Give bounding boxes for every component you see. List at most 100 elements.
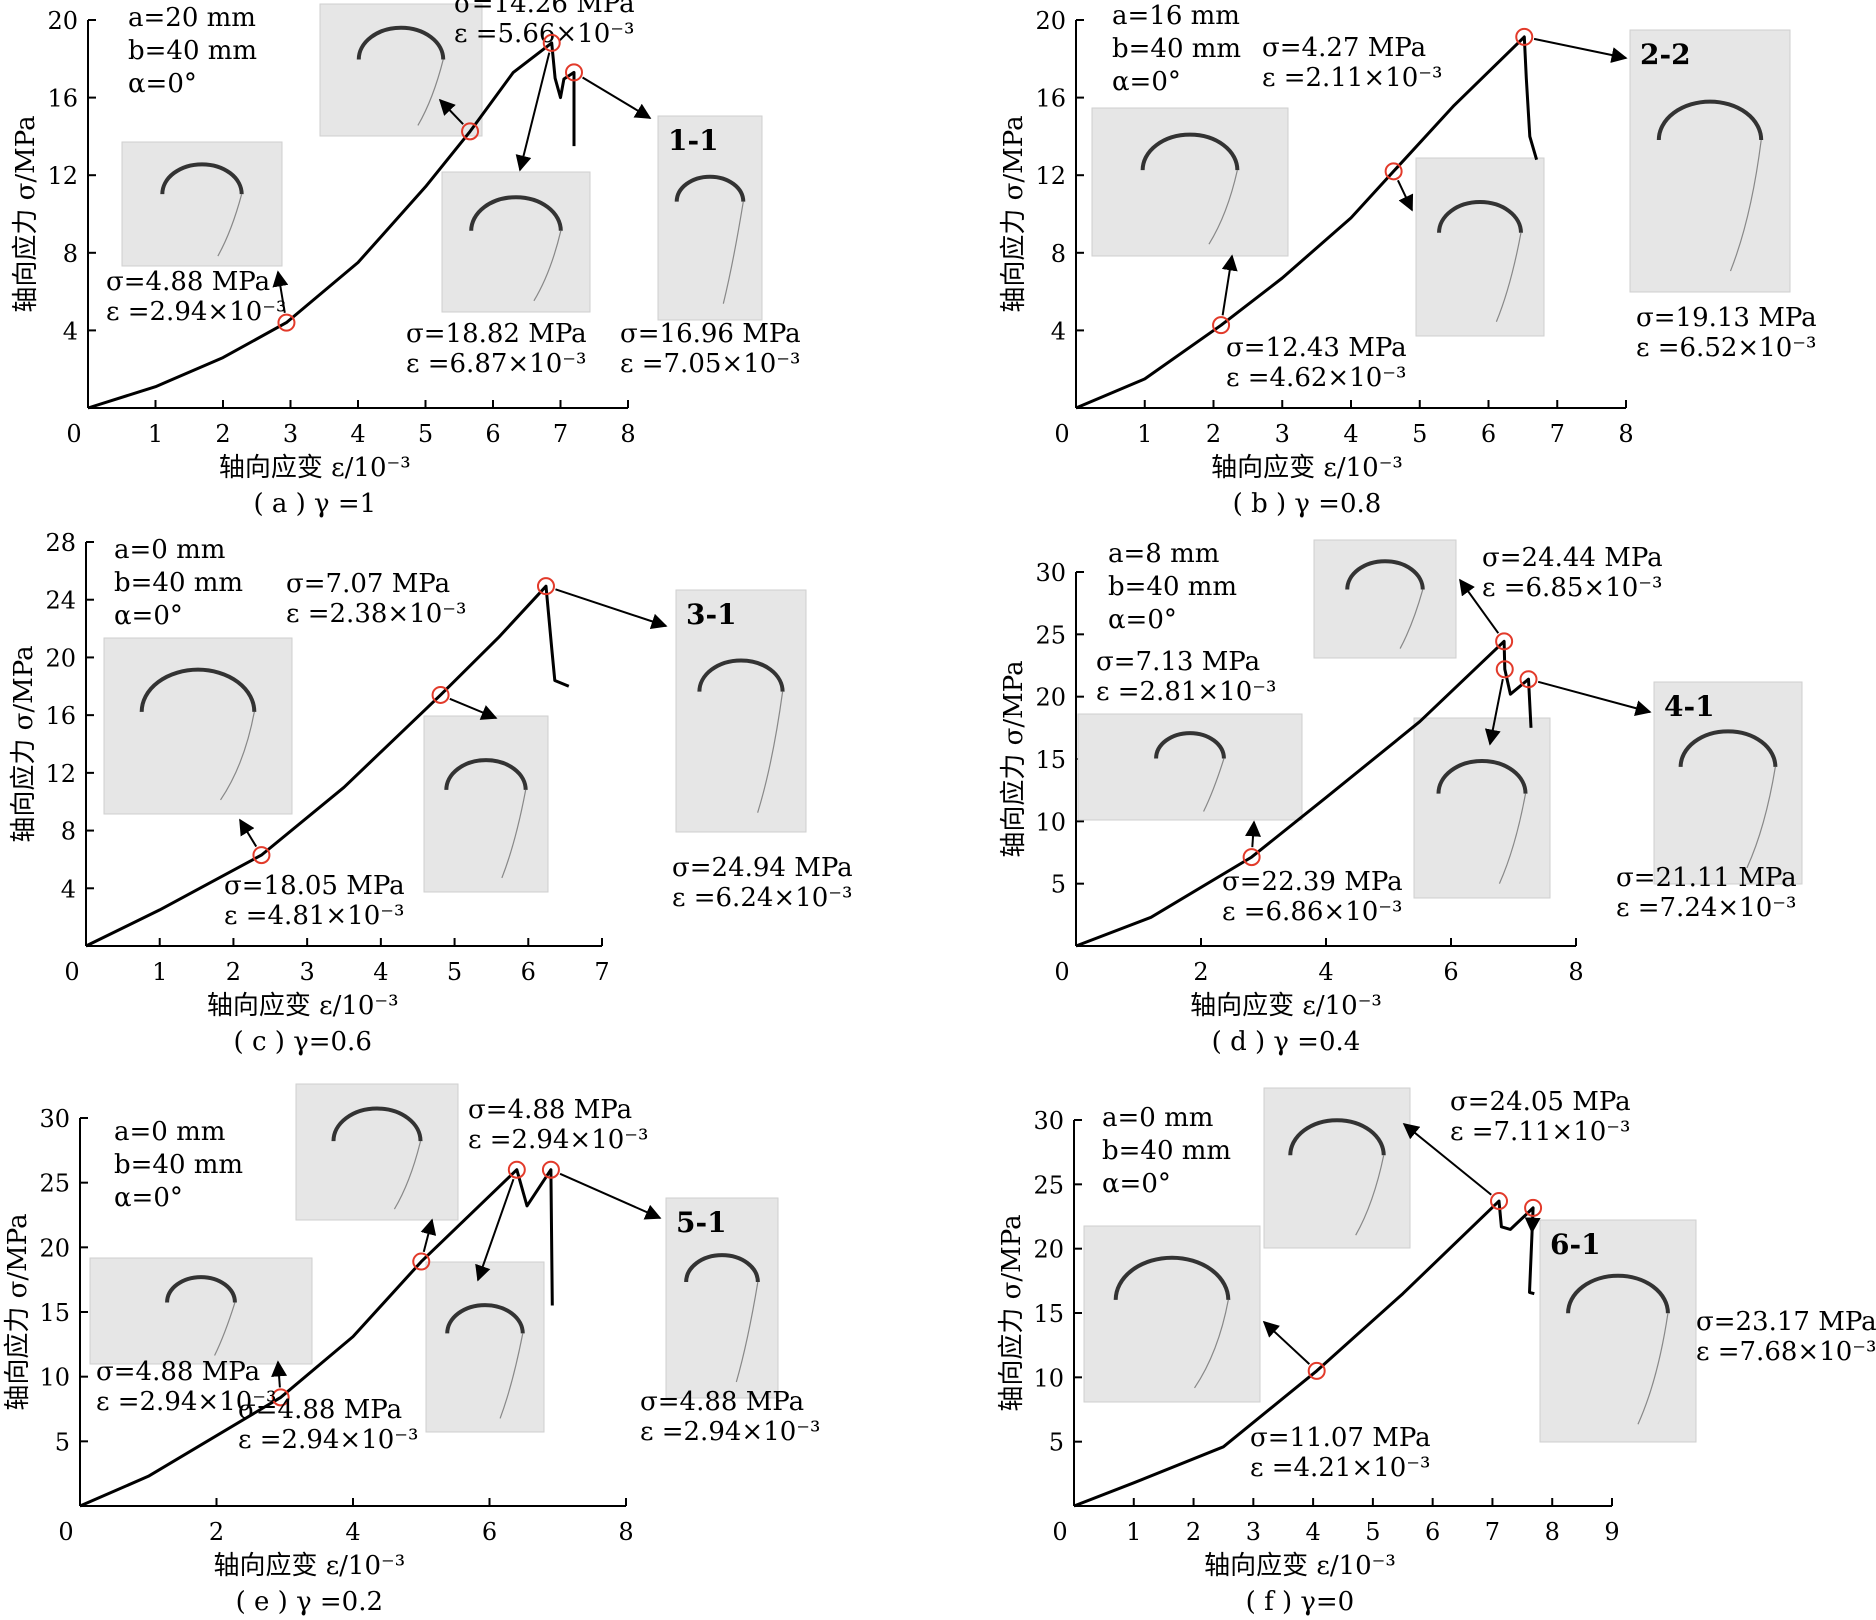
- strain-value-label: ε =6.24×10⁻³: [672, 883, 852, 913]
- specimen-photo: 3-1: [675, 589, 807, 833]
- x-tick-label: 4: [1318, 958, 1333, 986]
- x-tick-label: 7: [553, 420, 568, 448]
- y-tick-label: 4: [63, 317, 78, 345]
- flaw-arc-shape: [160, 162, 244, 195]
- specimen-parameter: α=0°: [114, 1183, 183, 1213]
- specimen-id-label: 3-1: [686, 598, 737, 631]
- crack-line: [757, 691, 784, 813]
- stress-value-label: σ=22.39 MPa: [1222, 867, 1403, 897]
- callout-arrow: [1459, 578, 1500, 634]
- strain-value-label: ε =2.94×10⁻³: [106, 297, 286, 327]
- x-tick-label: 0: [1054, 420, 1069, 448]
- photo-background: [1413, 717, 1551, 899]
- x-tick-label: 6: [482, 1518, 497, 1546]
- stress-value-label: σ=4.88 MPa: [106, 267, 270, 297]
- key-point-marker: [1495, 632, 1514, 651]
- y-tick-label: 4: [1051, 317, 1066, 345]
- callout-arrow: [449, 697, 498, 720]
- y-tick-label: 20: [47, 7, 78, 35]
- photo-background: [665, 1197, 779, 1399]
- x-tick-label: 6: [485, 420, 500, 448]
- strain-value-label: ε =2.94×10⁻³: [640, 1417, 820, 1447]
- callout-arrow: [1484, 678, 1504, 746]
- specimen-photo: [103, 637, 293, 815]
- y-tick-label: 28: [45, 529, 76, 557]
- crack-line: [1746, 766, 1776, 869]
- crack-line: [1495, 232, 1522, 322]
- x-tick-label: 4: [1305, 1518, 1320, 1546]
- photo-background: [425, 1261, 545, 1433]
- y-axis-title: 轴向应力 σ/MPa: [3, 1213, 33, 1410]
- x-tick-label: 7: [1485, 1518, 1500, 1546]
- y-tick-label: 20: [39, 1234, 70, 1262]
- specimen-photo: [1263, 1087, 1411, 1249]
- photo-background: [1629, 29, 1791, 293]
- x-tick-label: 8: [1568, 958, 1583, 986]
- specimen-photo: [1313, 539, 1457, 659]
- callout-arrow: [559, 1172, 662, 1220]
- specimen-parameter: a=8 mm: [1108, 539, 1219, 569]
- specimen-parameter: b=40 mm: [128, 36, 257, 66]
- specimen-photo: 4-1: [1653, 681, 1803, 885]
- photo-background: [1539, 1219, 1697, 1443]
- specimen-parameter: a=0 mm: [114, 535, 225, 565]
- x-tick-label: 1: [1126, 1518, 1141, 1546]
- y-tick-label: 8: [61, 818, 76, 846]
- specimen-parameter: b=40 mm: [114, 1150, 243, 1180]
- y-tick-label: 30: [1035, 559, 1066, 587]
- flaw-arc-shape: [1113, 1255, 1231, 1300]
- y-tick-label: 20: [1033, 1236, 1064, 1264]
- x-tick-label: 2: [1193, 958, 1208, 986]
- callout-arrow: [420, 1218, 437, 1253]
- callout-arrow: [1524, 1217, 1541, 1234]
- y-axis-title: 轴向应力 σ/MPa: [11, 115, 41, 312]
- flaw-arc-shape: [1437, 200, 1523, 233]
- specimen-photo: [425, 1261, 545, 1433]
- panel-caption: ( f ) γ=0: [1246, 1587, 1355, 1617]
- y-tick-label: 20: [1035, 7, 1066, 35]
- crack-line: [217, 193, 243, 257]
- specimen-photo: [121, 141, 283, 267]
- y-tick-label: 10: [1033, 1364, 1064, 1392]
- strain-value-label: ε =7.05×10⁻³: [620, 349, 800, 379]
- stress-strain-curve: [87, 41, 576, 410]
- callout-arrow: [582, 76, 652, 119]
- stress-value-label: σ=4.88 MPa: [640, 1387, 804, 1417]
- photo-background: [1313, 539, 1457, 659]
- key-point-marker: [1524, 1198, 1543, 1217]
- x-tick-label: 2: [209, 1518, 224, 1546]
- specimen-id-label: 1-1: [668, 124, 719, 157]
- crack-line: [214, 1302, 236, 1356]
- callout-arrow: [475, 1178, 515, 1282]
- x-tick-label: 6: [521, 958, 536, 986]
- specimen-parameter: α=0°: [128, 69, 197, 99]
- specimen-parameter: a=0 mm: [1102, 1103, 1213, 1133]
- strain-value-label: ε =2.38×10⁻³: [286, 599, 466, 629]
- strain-value-label: ε =6.52×10⁻³: [1636, 333, 1816, 363]
- stress-value-label: σ=7.07 MPa: [286, 569, 450, 599]
- callout-arrow: [1397, 179, 1414, 212]
- specimen-parameter: α=0°: [1112, 67, 1181, 97]
- crack-line: [1498, 793, 1527, 884]
- crack-line: [1203, 758, 1225, 812]
- strain-value-label: ε =6.87×10⁻³: [406, 349, 586, 379]
- y-tick-label: 25: [39, 1170, 70, 1198]
- specimen-photo: [1413, 717, 1551, 899]
- flaw-arc-shape: [469, 195, 563, 231]
- specimen-photo: 1-1: [657, 115, 763, 321]
- specimen-parameter: b=40 mm: [114, 568, 243, 598]
- specimen-photo: [423, 715, 549, 893]
- y-tick-label: 5: [1049, 1429, 1064, 1457]
- photo-background: [295, 1083, 459, 1221]
- photo-background: [103, 637, 293, 815]
- specimen-photo: 2-2: [1629, 29, 1791, 293]
- photo-background: [441, 171, 591, 313]
- stress-strain-curve: [1073, 1199, 1535, 1508]
- key-point-marker: [542, 33, 561, 52]
- photo-background: [1415, 157, 1545, 337]
- crack-line: [393, 1140, 422, 1210]
